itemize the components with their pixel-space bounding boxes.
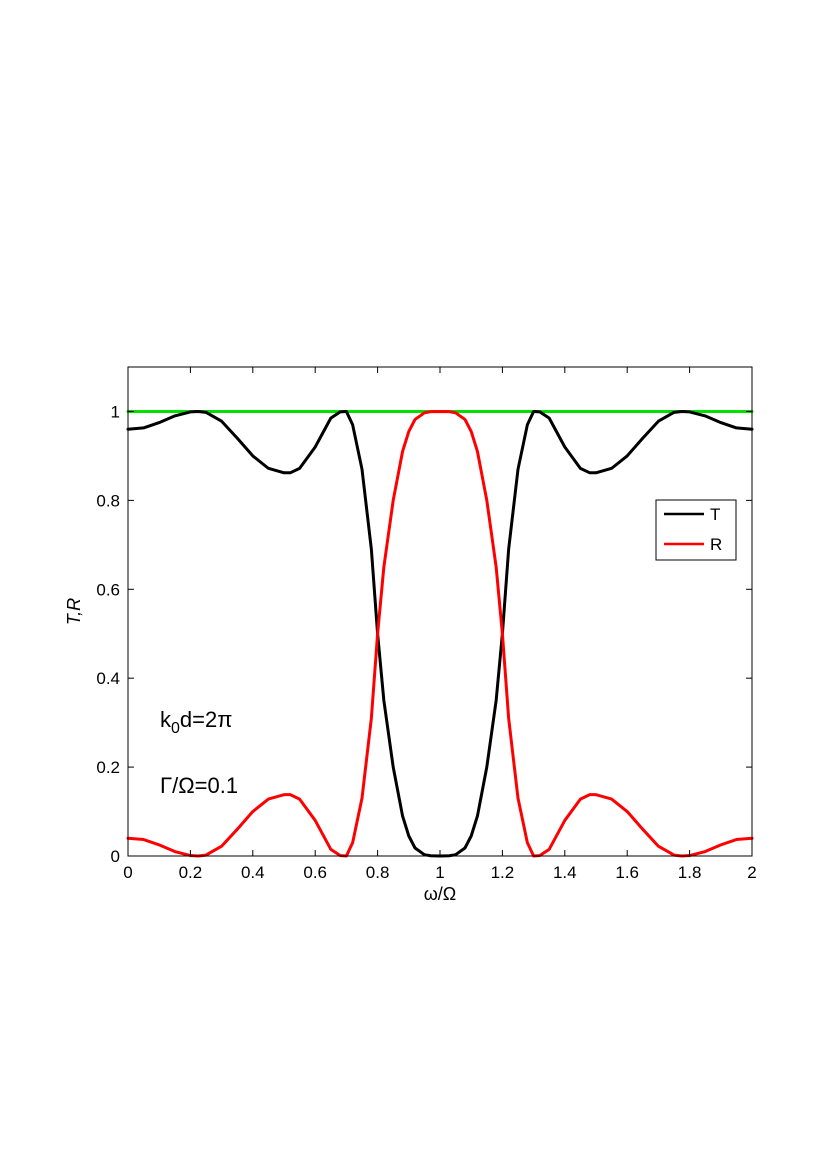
legend: T R	[655, 499, 737, 561]
y-axis-label: T,R	[64, 598, 84, 625]
x-tick-label: 0.4	[241, 863, 265, 882]
ticks-layer: 0 0.2 0.4 0.6 0.8 1 1.2 1.4 1.6 1.8 2 0 0.2 0.4 0.6 0.8…	[96, 367, 757, 882]
legend-label-R: R	[710, 535, 722, 554]
x-tick-label: 2	[747, 863, 756, 882]
x-tick-label: 1.4	[553, 863, 577, 882]
x-tick-label: 0	[123, 863, 132, 882]
plot-frame	[127, 366, 753, 857]
y-tick-label: 0	[111, 847, 120, 866]
y-tick-label: 0.2	[96, 758, 120, 777]
x-tick-label: 0.2	[179, 863, 203, 882]
annotation-k0d: k0d=2π	[160, 707, 232, 737]
y-tick-label: 0.8	[96, 491, 120, 510]
x-tick-label: 0.8	[366, 863, 390, 882]
annotation-k-subscript: 0	[171, 720, 180, 737]
y-tick-label: 0.4	[96, 669, 120, 688]
annotation-k-prefix: k	[160, 707, 172, 732]
x-tick-label: 1.6	[615, 863, 639, 882]
x-tick-label: 0.6	[303, 863, 327, 882]
legend-label-T: T	[710, 505, 720, 524]
x-tick-label: 1.2	[491, 863, 515, 882]
x-axis-label: ω/Ω	[424, 884, 457, 904]
legend-box	[655, 499, 737, 561]
series-line-R	[126, 409, 754, 858]
x-tick-label: 1	[435, 863, 444, 882]
y-tick-label: 0.6	[96, 580, 120, 599]
annotation-k-suffix: d=2π	[180, 707, 233, 732]
y-tick-label: 1	[111, 402, 120, 421]
x-tick-label: 1.8	[678, 863, 702, 882]
annotation-gamma: Γ/Ω=0.1	[160, 773, 238, 798]
